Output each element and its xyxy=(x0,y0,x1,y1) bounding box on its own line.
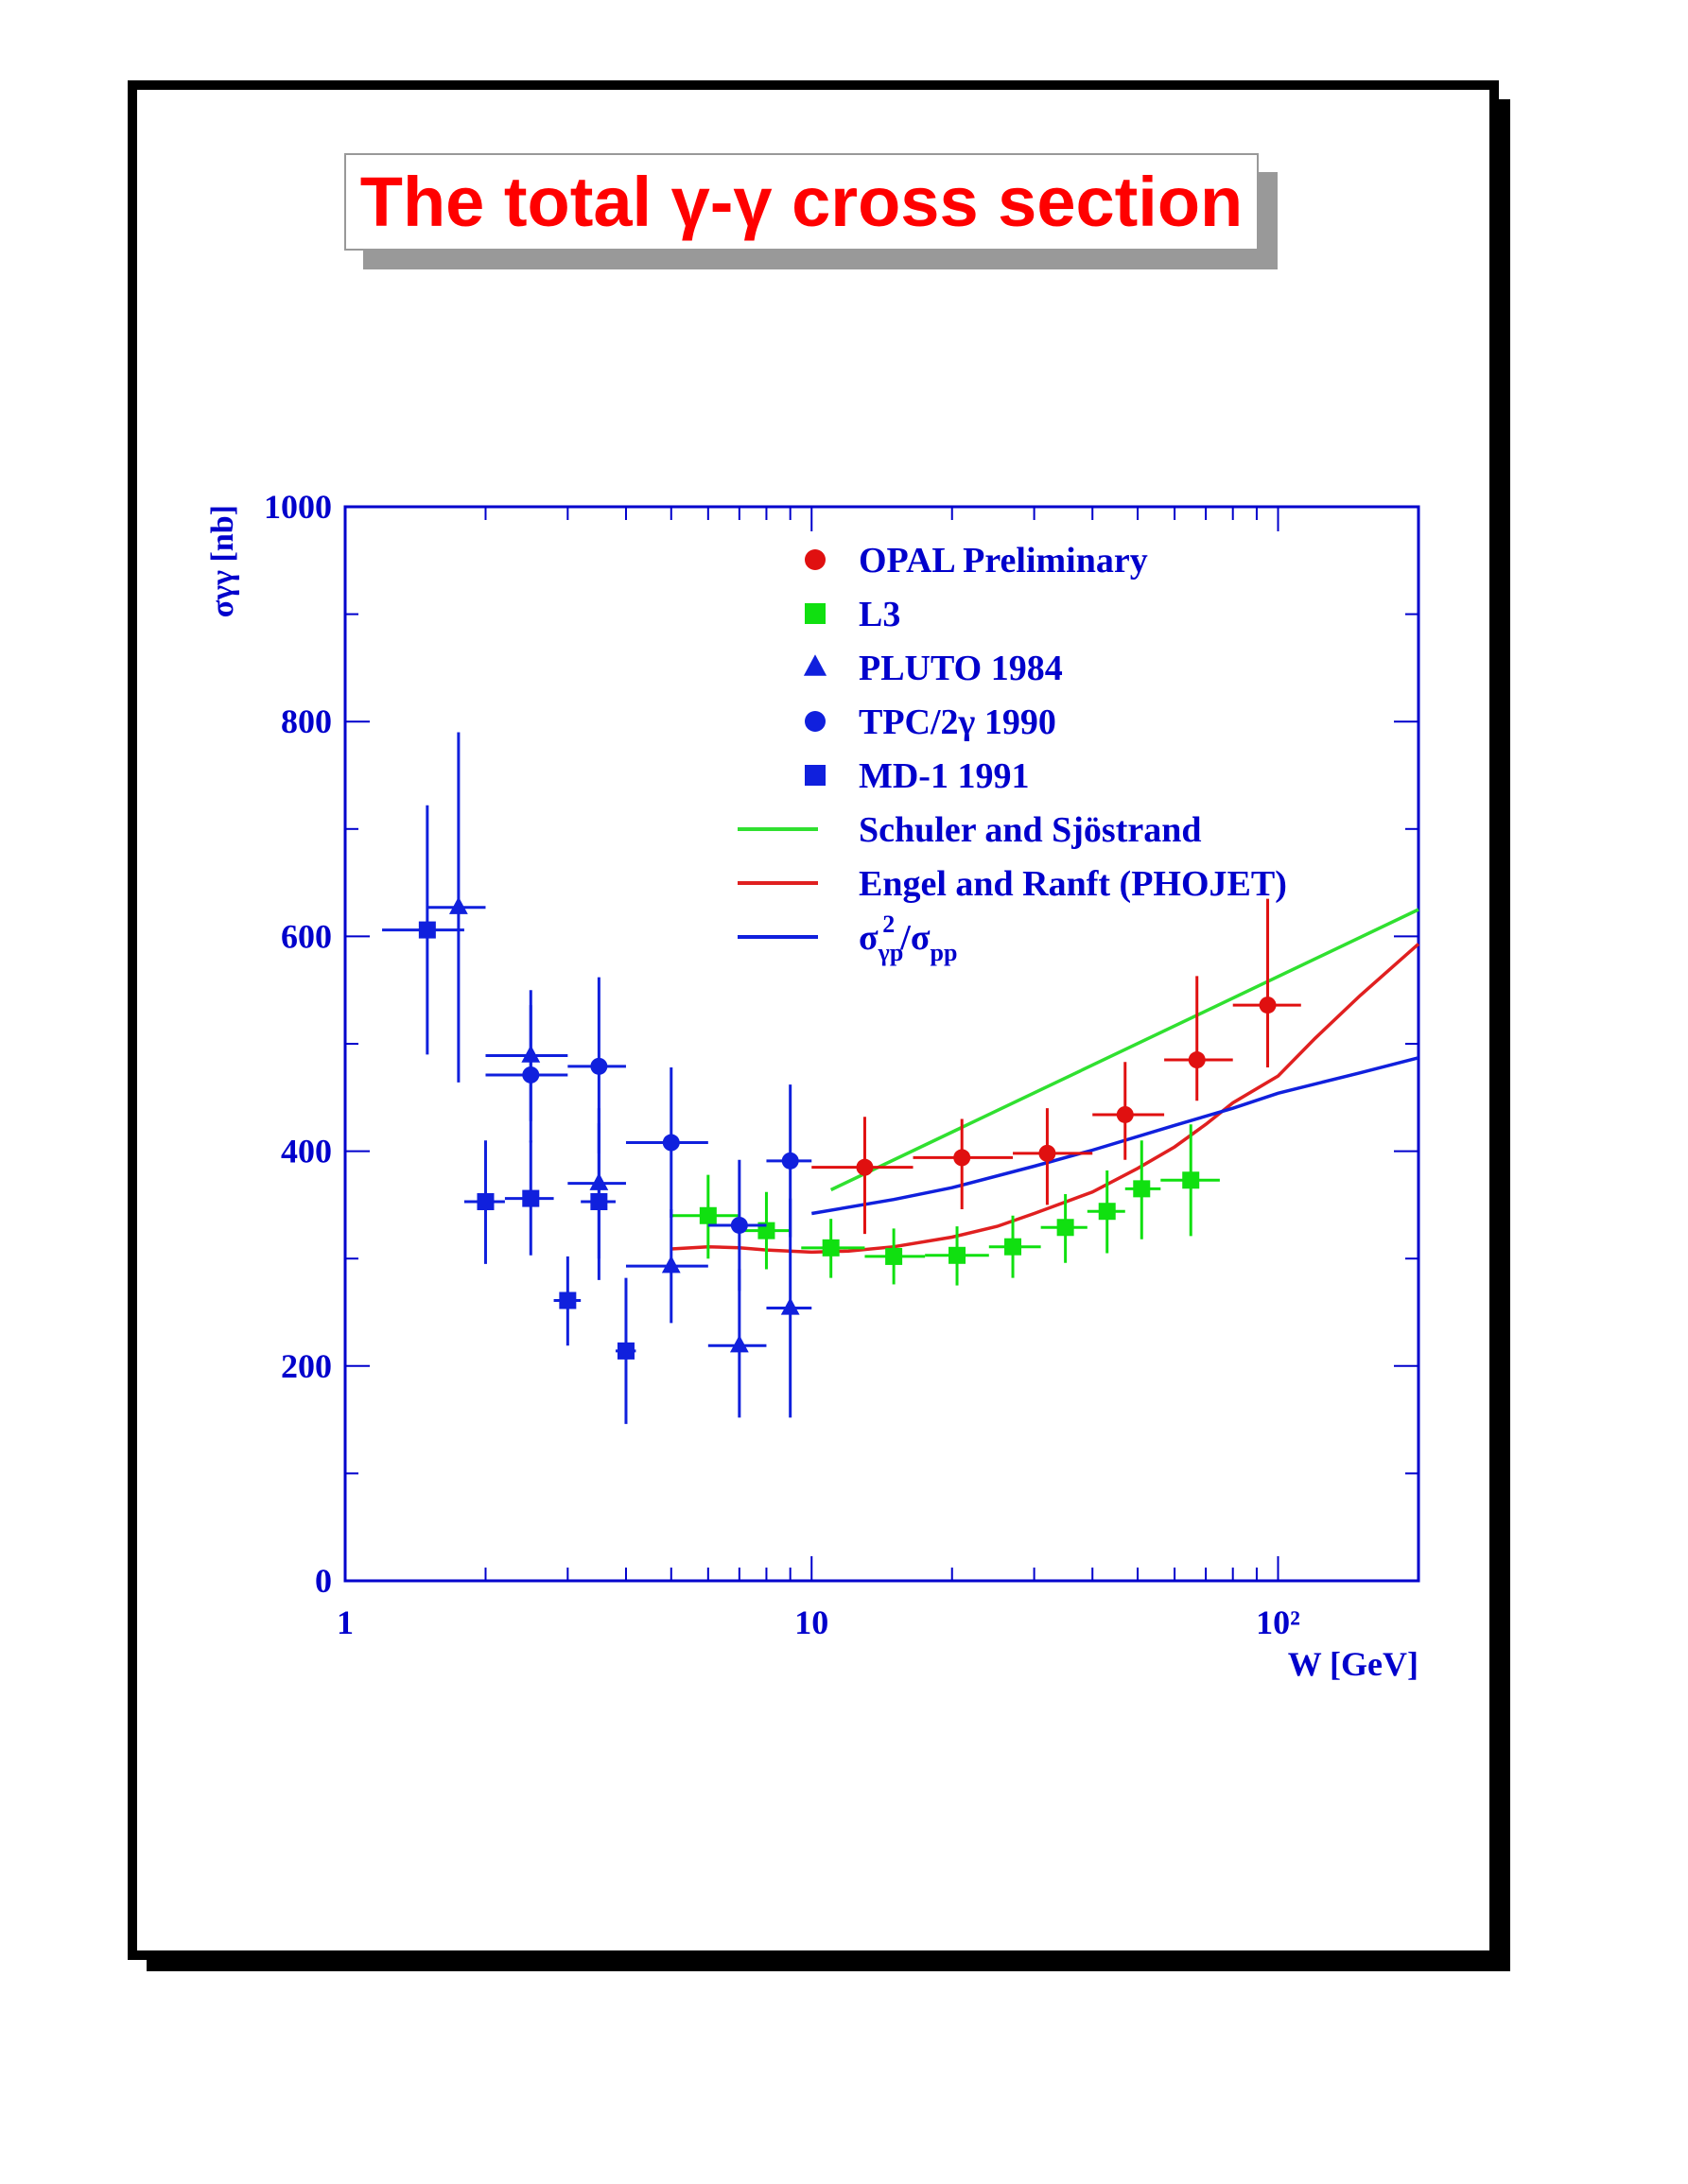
data-marker xyxy=(418,921,436,939)
legend-label: σγp2/σpp xyxy=(859,910,957,966)
legend-label: OPAL Preliminary xyxy=(859,541,1148,581)
axes: 0 200 400 600 800 1000 1 10 10² W [GeV] σγγ [nb] xyxy=(205,488,1420,1683)
series-1-point xyxy=(739,1191,791,1270)
legend-label: PLUTO 1984 xyxy=(859,649,1063,688)
legend-label: Schuler and Sjöstrand xyxy=(859,810,1202,850)
curve-0 xyxy=(829,908,1419,1192)
series-0-point xyxy=(1164,976,1233,1101)
y-tick-label: 800 xyxy=(281,702,332,740)
data-marker xyxy=(662,1134,680,1152)
data-marker xyxy=(1133,1180,1151,1198)
y-axis-label: σγγ [nb] xyxy=(205,505,240,617)
series-3-point xyxy=(625,1066,708,1219)
series-1-point xyxy=(925,1226,989,1286)
data-marker xyxy=(1116,1105,1134,1123)
data-marker xyxy=(1004,1238,1022,1256)
series-4-point xyxy=(615,1277,636,1425)
x-axis-label: W [GeV] xyxy=(1288,1645,1418,1683)
data-marker xyxy=(590,1057,608,1075)
curve-1 xyxy=(670,943,1420,1255)
series-2-point xyxy=(426,732,486,1083)
data-points xyxy=(382,732,1301,1425)
data-marker xyxy=(856,1158,874,1176)
data-marker xyxy=(699,1206,717,1224)
series-1-point xyxy=(670,1174,740,1259)
data-marker xyxy=(730,1216,748,1234)
data-marker xyxy=(948,1246,966,1264)
legend-label: TPC/2γ 1990 xyxy=(859,702,1056,742)
data-marker xyxy=(617,1342,635,1360)
series-1-point xyxy=(801,1219,865,1278)
curve-2 xyxy=(811,1056,1419,1216)
legend-label: Engel and Ranft (PHOJET) xyxy=(859,864,1287,904)
x-tick-label: 10² xyxy=(1256,1603,1300,1641)
data-marker xyxy=(822,1239,840,1257)
data-marker xyxy=(1259,997,1277,1014)
data-marker xyxy=(522,1189,540,1207)
data-marker xyxy=(448,896,468,914)
legend-marker xyxy=(805,603,826,624)
x-tick-label: 10 xyxy=(794,1603,828,1641)
series-3-point xyxy=(766,1084,812,1238)
series-2-point xyxy=(625,1208,708,1324)
data-marker xyxy=(1182,1171,1200,1189)
series-1-point xyxy=(864,1228,926,1285)
series-4-point xyxy=(463,1140,505,1264)
series-4-point xyxy=(553,1256,582,1346)
data-marker xyxy=(477,1192,495,1210)
series-0-point xyxy=(811,1117,914,1235)
data-marker xyxy=(781,1152,799,1170)
data-marker xyxy=(885,1247,903,1265)
series-1-point xyxy=(1124,1140,1161,1239)
data-marker xyxy=(1056,1219,1074,1237)
page-frame xyxy=(128,80,1499,1960)
data-marker xyxy=(729,1334,749,1353)
series-0-point xyxy=(1232,898,1301,1067)
y-tick-label: 200 xyxy=(281,1347,332,1385)
series-3-point xyxy=(567,977,626,1153)
y-tick-label: 400 xyxy=(281,1133,332,1170)
data-marker xyxy=(661,1255,681,1274)
y-tick-label: 1000 xyxy=(264,488,332,526)
data-marker xyxy=(590,1192,608,1210)
legend-label: L3 xyxy=(859,595,900,634)
legend: OPAL Preliminary L3 PLUTO 1984 TPC/2γ 1990 M… xyxy=(738,541,1287,966)
series-2-point xyxy=(485,990,568,1121)
x-tick-label: 1 xyxy=(337,1603,354,1641)
legend-marker xyxy=(803,654,827,676)
data-marker xyxy=(522,1066,540,1083)
series-0-point xyxy=(913,1118,1014,1209)
data-marker xyxy=(1188,1051,1206,1069)
series-1-point xyxy=(1087,1170,1125,1254)
series-0-point xyxy=(1092,1062,1165,1160)
series-1-point xyxy=(1160,1124,1220,1237)
legend-marker xyxy=(805,549,826,570)
series-4-point xyxy=(382,805,464,1055)
series-2-point xyxy=(567,1108,626,1259)
data-marker xyxy=(559,1291,577,1309)
y-tick-label: 600 xyxy=(281,917,332,955)
series-0-point xyxy=(1013,1108,1093,1205)
legend-marker xyxy=(805,711,826,732)
data-marker xyxy=(1098,1203,1116,1221)
chart-title: The total γ-γ cross section xyxy=(359,163,1244,241)
series-1-point xyxy=(1040,1194,1088,1263)
legend-marker xyxy=(805,765,826,786)
series-2-point xyxy=(707,1269,767,1418)
title-box: The total γ-γ cross section xyxy=(344,153,1259,251)
series-3-point xyxy=(707,1159,767,1291)
series-3-point xyxy=(485,1005,568,1143)
data-marker xyxy=(780,1297,800,1315)
theory-curves xyxy=(670,908,1420,1255)
series-4-point xyxy=(581,1123,616,1280)
series-4-point xyxy=(504,1140,554,1256)
y-tick-label: 0 xyxy=(315,1562,332,1600)
legend-label: MD-1 1991 xyxy=(859,756,1029,796)
data-marker xyxy=(953,1149,971,1167)
data-marker xyxy=(1038,1144,1056,1162)
series-1-point xyxy=(988,1215,1041,1278)
